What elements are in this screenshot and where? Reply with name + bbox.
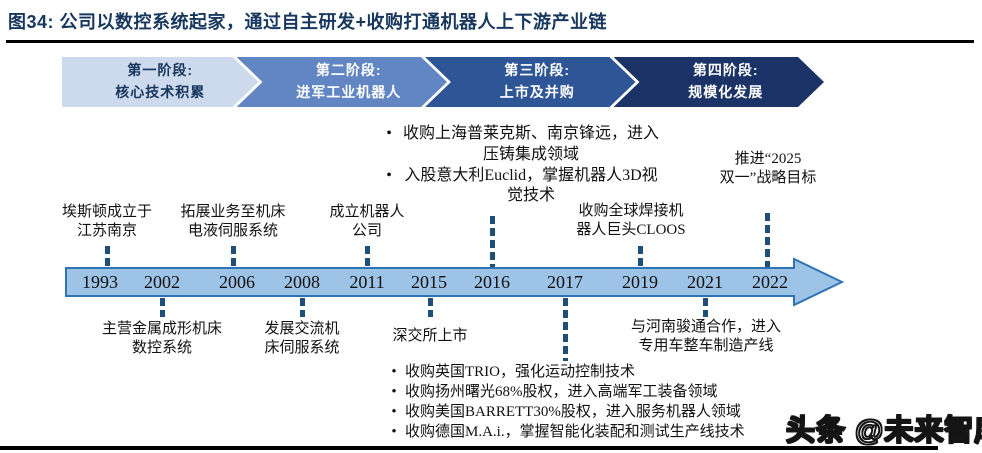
bullet-icon: •: [391, 404, 397, 420]
list-item: • 收购英国TRIO，强化运动控制技术: [383, 362, 863, 382]
bullet-icon: •: [386, 166, 392, 184]
list-item: • 入股意大利Euclid，掌握机器人3D视觉技术: [378, 166, 662, 208]
event-2016-bullet-list: • 收购上海普莱克斯、南京锋远，进入压铸集成领域 • 入股意大利Euclid，掌…: [378, 124, 662, 207]
timeline-year: 2016: [474, 272, 510, 292]
list-item: • 收购扬州曙光68%股权，进入高端军工装备领域: [383, 382, 863, 402]
bullet-icon: •: [391, 364, 397, 380]
connector-dashed-line-2006: [231, 246, 236, 267]
timeline-year-labels: 1993 2002 2006 2008 2011 2015 2016 2017 …: [0, 272, 982, 294]
timeline-year: 2019: [622, 272, 658, 292]
event-2019: 收购全球焊接机 器人巨头CLOOS: [576, 203, 686, 238]
event-2011: 成立机器人 公司: [329, 204, 405, 239]
stage-1-chevron: 第一阶段: 核心技术积累: [62, 57, 259, 107]
timeline-year: 2011: [349, 272, 385, 292]
timeline-year: 2008: [284, 272, 320, 292]
connector-dashed-line-1993: [105, 246, 110, 267]
list-item: • 收购德国M.A.i.，掌握智能化装配和测试生产线技术: [383, 422, 863, 442]
event-2021: 与河南骏通合作，进入 专用车整车制造产线: [630, 319, 782, 354]
timeline-year: 2021: [687, 272, 723, 292]
list-item: • 收购上海普莱克斯、南京锋远，进入压铸集成领域: [378, 124, 662, 166]
stage-3-label-line2: 上市及并购: [499, 84, 575, 100]
event-2017-bullet-list: • 收购英国TRIO，强化运动控制技术 • 收购扬州曙光68%股权，进入高端军工…: [383, 362, 863, 442]
event-2006: 拓展业务至机床 电液伺服系统: [180, 204, 286, 239]
timeline-year: 2015: [411, 272, 447, 292]
event-2002: 主营金属成形机床 数控系统: [101, 321, 223, 356]
event-2008: 发展交流机 床伺服系统: [264, 321, 340, 356]
stage-1-label-line1: 第一阶段:: [127, 62, 194, 79]
timeline-year: 1993: [82, 272, 118, 292]
connector-dashed-line-2015: [428, 298, 433, 317]
connector-dashed-line-2008: [300, 298, 305, 317]
bullet-icon: •: [391, 424, 397, 440]
event-2022: 推进“2025 双一”战略目标: [719, 151, 817, 186]
connector-dashed-line-2017: [563, 298, 568, 361]
stage-2-label-line1: 第二阶段:: [315, 62, 382, 79]
stage-chevron-band: 第一阶段: 核心技术积累 第二阶段: 进军工业机器人 第三阶段: 上市及并购 第…: [62, 57, 824, 107]
connector-dashed-line-2002: [160, 298, 165, 317]
figure-title: 图34: 公司以数控系统起家，通过自主研发+收购打通机器人上下游产业链: [8, 12, 608, 32]
connector-dashed-line-2021: [703, 298, 708, 317]
stage-2-label-line2: 进军工业机器人: [296, 84, 402, 100]
timeline-year: 2022: [752, 272, 788, 292]
stage-4-label-line2: 规模化发展: [688, 84, 764, 100]
timeline-arrow: [65, 257, 844, 307]
connector-dashed-line-2019: [638, 246, 643, 267]
stage-4-label-line1: 第四阶段:: [692, 62, 759, 79]
toutiao-watermark: 头条 @未来智库: [785, 414, 982, 448]
bullet-icon: •: [391, 384, 397, 400]
timeline-year: 2017: [547, 272, 583, 292]
title-divider-line: [6, 40, 974, 43]
stage-1-label-line2: 核心技术积累: [115, 84, 206, 100]
event-1993: 埃斯顿成立于 江苏南京: [61, 204, 153, 239]
connector-dashed-line-2011: [365, 246, 370, 267]
stage-4-chevron: 第四阶段: 规模化发展: [614, 57, 825, 107]
list-item: • 收购美国BARRETT30%股权，进入服务机器人领域: [383, 402, 863, 422]
bullet-icon: •: [386, 125, 392, 142]
timeline-year: 2002: [144, 272, 180, 292]
bottom-divider-line: [0, 446, 938, 450]
stage-3-label-line1: 第三阶段:: [504, 62, 571, 79]
stage-2-chevron: 第二阶段: 进军工业机器人: [237, 57, 448, 107]
event-2015: 深交所上市: [392, 328, 468, 344]
stage-3-chevron: 第三阶段: 上市及并购: [425, 57, 636, 107]
connector-dashed-line-2016: [490, 216, 495, 267]
timeline-year: 2006: [219, 272, 255, 292]
connector-dashed-line-2022: [765, 213, 770, 267]
